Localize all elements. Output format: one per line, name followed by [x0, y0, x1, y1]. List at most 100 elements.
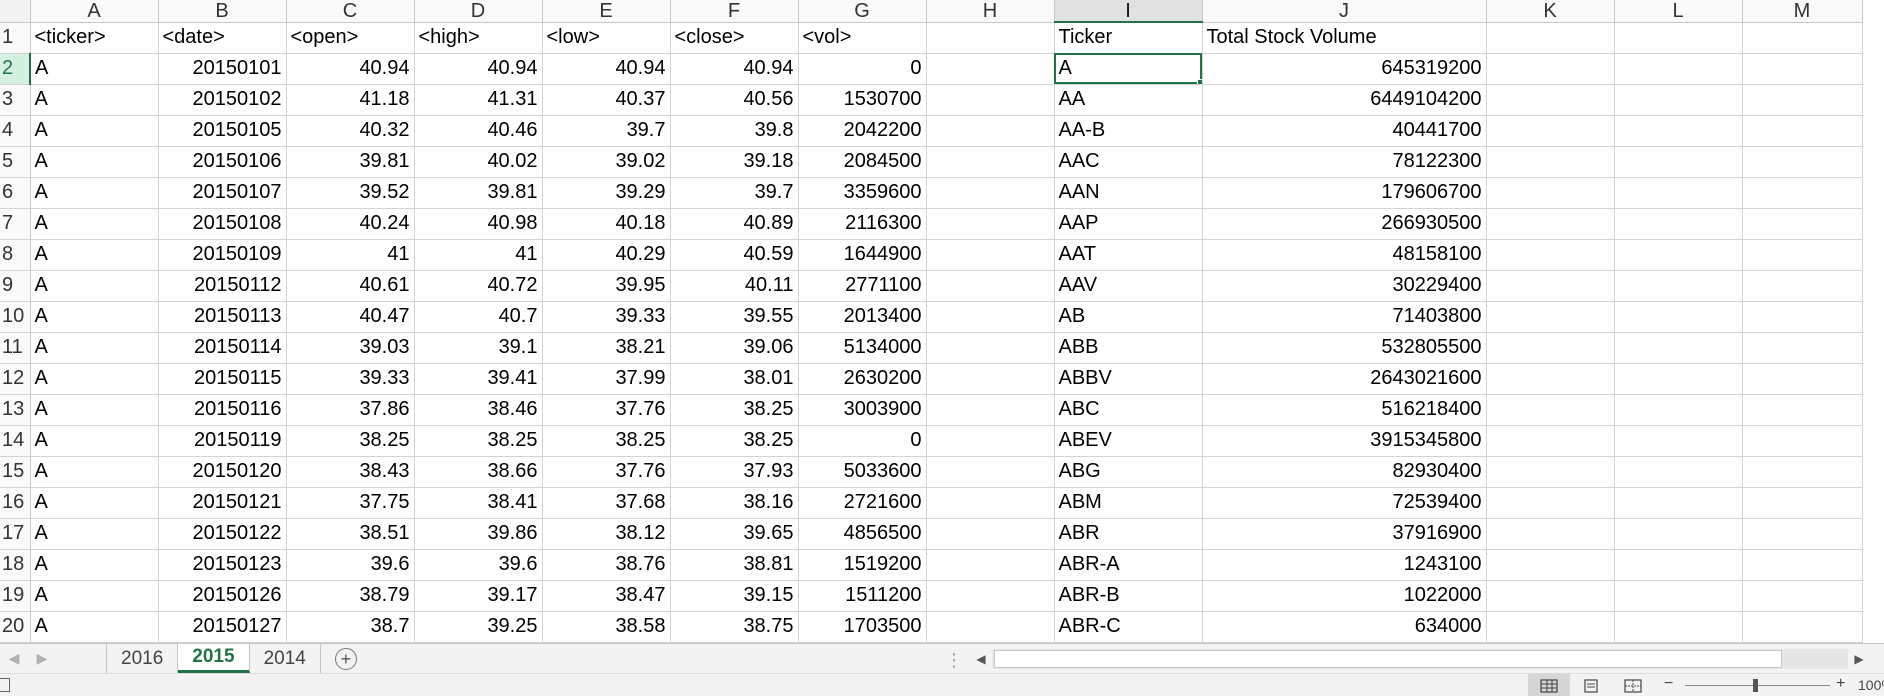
cell-j11[interactable]: 532805500: [1202, 332, 1487, 364]
cell-g3[interactable]: 1530700: [798, 84, 927, 116]
column-header-k[interactable]: K: [1486, 0, 1615, 23]
cell-b15[interactable]: 20150120: [158, 456, 287, 488]
cell-k17[interactable]: [1486, 518, 1615, 550]
cell-m17[interactable]: [1742, 518, 1863, 550]
row-header[interactable]: 4: [0, 115, 31, 147]
cell-m12[interactable]: [1742, 363, 1863, 395]
cell-k10[interactable]: [1486, 301, 1615, 333]
row-header[interactable]: 1: [0, 22, 31, 54]
cell-m4[interactable]: [1742, 115, 1863, 147]
cell-a16[interactable]: A: [30, 487, 159, 519]
cell-c8[interactable]: 41: [286, 239, 415, 271]
cell-h10[interactable]: [926, 301, 1055, 333]
column-header-m[interactable]: M: [1742, 0, 1863, 23]
cell-l7[interactable]: [1614, 208, 1743, 240]
cell-c6[interactable]: 39.52: [286, 177, 415, 209]
cell-f4[interactable]: 39.8: [670, 115, 799, 147]
scroll-thumb[interactable]: [994, 650, 1782, 668]
scroll-right-icon[interactable]: ▶: [1854, 652, 1864, 666]
cell-j4[interactable]: 40441700: [1202, 115, 1487, 147]
tab-splitter-handle[interactable]: ⋮: [945, 650, 963, 670]
cell-h15[interactable]: [926, 456, 1055, 488]
cell-k20[interactable]: [1486, 611, 1615, 643]
zoom-slider-thumb[interactable]: [1753, 679, 1758, 692]
cell-a9[interactable]: A: [30, 270, 159, 302]
row-header[interactable]: 8: [0, 239, 31, 271]
cell-l8[interactable]: [1614, 239, 1743, 271]
cell-j2[interactable]: 645319200: [1202, 53, 1487, 85]
cell-a13[interactable]: A: [30, 394, 159, 426]
cell-h8[interactable]: [926, 239, 1055, 271]
row-header[interactable]: 17: [0, 518, 31, 550]
cell-a11[interactable]: A: [30, 332, 159, 364]
cell-l6[interactable]: [1614, 177, 1743, 209]
cell-m7[interactable]: [1742, 208, 1863, 240]
cell-d14[interactable]: 38.25: [414, 425, 543, 457]
cell-l12[interactable]: [1614, 363, 1743, 395]
fill-handle[interactable]: [1196, 78, 1201, 83]
cell-g1[interactable]: <vol>: [798, 22, 927, 54]
cell-g4[interactable]: 2042200: [798, 115, 927, 147]
cell-i4[interactable]: AA-B: [1054, 115, 1203, 147]
column-header-j[interactable]: J: [1202, 0, 1487, 23]
cell-g14[interactable]: 0: [798, 425, 927, 457]
cell-j7[interactable]: 266930500: [1202, 208, 1487, 240]
column-header-h[interactable]: H: [926, 0, 1055, 23]
cell-e3[interactable]: 40.37: [542, 84, 671, 116]
cell-k11[interactable]: [1486, 332, 1615, 364]
cell-k3[interactable]: [1486, 84, 1615, 116]
cell-l14[interactable]: [1614, 425, 1743, 457]
cell-a3[interactable]: A: [30, 84, 159, 116]
cell-m2[interactable]: [1742, 53, 1863, 85]
cell-k12[interactable]: [1486, 363, 1615, 395]
cell-e18[interactable]: 38.76: [542, 549, 671, 581]
cell-f19[interactable]: 39.15: [670, 580, 799, 612]
cell-b11[interactable]: 20150114: [158, 332, 287, 364]
cell-m9[interactable]: [1742, 270, 1863, 302]
cell-d8[interactable]: 41: [414, 239, 543, 271]
row-header[interactable]: 20: [0, 611, 31, 643]
cell-l3[interactable]: [1614, 84, 1743, 116]
cell-g19[interactable]: 1511200: [798, 580, 927, 612]
cell-k5[interactable]: [1486, 146, 1615, 178]
sheet-tab-2016[interactable]: 2016: [107, 644, 179, 673]
cell-g6[interactable]: 3359600: [798, 177, 927, 209]
cell-b12[interactable]: 20150115: [158, 363, 287, 395]
cell-j8[interactable]: 48158100: [1202, 239, 1487, 271]
cell-m15[interactable]: [1742, 456, 1863, 488]
cell-e11[interactable]: 38.21: [542, 332, 671, 364]
cell-g9[interactable]: 2771100: [798, 270, 927, 302]
cell-d7[interactable]: 40.98: [414, 208, 543, 240]
cell-k4[interactable]: [1486, 115, 1615, 147]
cell-m20[interactable]: [1742, 611, 1863, 643]
cell-b17[interactable]: 20150122: [158, 518, 287, 550]
cell-h5[interactable]: [926, 146, 1055, 178]
cell-i13[interactable]: ABC: [1054, 394, 1203, 426]
cell-k6[interactable]: [1486, 177, 1615, 209]
cell-h7[interactable]: [926, 208, 1055, 240]
cell-m8[interactable]: [1742, 239, 1863, 271]
cell-a8[interactable]: A: [30, 239, 159, 271]
row-header[interactable]: 6: [0, 177, 31, 209]
cell-j17[interactable]: 37916900: [1202, 518, 1487, 550]
cell-e10[interactable]: 39.33: [542, 301, 671, 333]
cell-b7[interactable]: 20150108: [158, 208, 287, 240]
row-header[interactable]: 16: [0, 487, 31, 519]
cell-e6[interactable]: 39.29: [542, 177, 671, 209]
cell-l5[interactable]: [1614, 146, 1743, 178]
cell-b13[interactable]: 20150116: [158, 394, 287, 426]
cell-l4[interactable]: [1614, 115, 1743, 147]
cell-g13[interactable]: 3003900: [798, 394, 927, 426]
cell-g5[interactable]: 2084500: [798, 146, 927, 178]
cell-m3[interactable]: [1742, 84, 1863, 116]
cell-b3[interactable]: 20150102: [158, 84, 287, 116]
cell-e12[interactable]: 37.99: [542, 363, 671, 395]
cell-i15[interactable]: ABG: [1054, 456, 1203, 488]
cell-i12[interactable]: ABBV: [1054, 363, 1203, 395]
cell-i1[interactable]: Ticker: [1054, 22, 1203, 54]
cell-d13[interactable]: 38.46: [414, 394, 543, 426]
cell-l13[interactable]: [1614, 394, 1743, 426]
cell-i9[interactable]: AAV: [1054, 270, 1203, 302]
cell-e15[interactable]: 37.76: [542, 456, 671, 488]
cell-k2[interactable]: [1486, 53, 1615, 85]
